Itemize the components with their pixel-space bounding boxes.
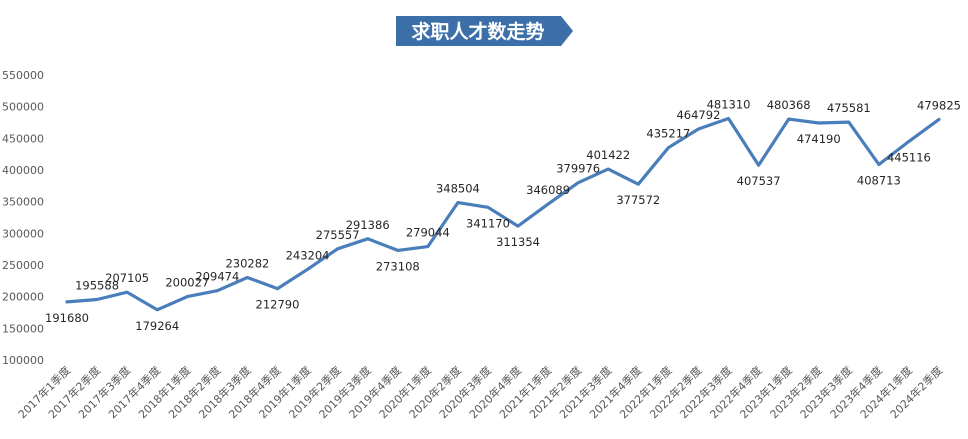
data-label: 279044 xyxy=(406,226,450,240)
data-label: 474190 xyxy=(797,132,841,146)
y-tick-label: 500000 xyxy=(2,101,44,114)
y-tick-label: 200000 xyxy=(2,291,44,304)
data-label: 207105 xyxy=(105,271,149,285)
data-label: 481310 xyxy=(707,98,751,112)
data-label: 291386 xyxy=(346,218,390,232)
data-label: 479825 xyxy=(917,98,961,112)
y-tick-label: 400000 xyxy=(2,164,44,177)
data-label: 273108 xyxy=(376,259,420,273)
data-label: 435217 xyxy=(646,127,690,141)
data-label: 348504 xyxy=(436,182,480,196)
data-label: 377572 xyxy=(616,193,660,207)
y-tick-label: 350000 xyxy=(2,196,44,209)
data-label: 230282 xyxy=(225,256,269,270)
data-label: 341170 xyxy=(466,216,510,230)
data-label: 179264 xyxy=(135,319,179,333)
data-label: 275557 xyxy=(316,228,360,242)
y-tick-label: 250000 xyxy=(2,259,44,272)
data-label: 407537 xyxy=(737,174,781,188)
title-banner: 求职人才数走势 xyxy=(396,16,573,46)
data-label: 401422 xyxy=(586,148,630,162)
y-tick-label: 300000 xyxy=(2,227,44,240)
data-label: 243204 xyxy=(286,248,330,262)
data-label: 209474 xyxy=(195,270,239,284)
data-label: 464792 xyxy=(676,108,720,122)
data-label: 480368 xyxy=(767,98,811,112)
data-label: 200027 xyxy=(165,276,209,290)
y-tick-label: 150000 xyxy=(2,322,44,335)
data-label: 408713 xyxy=(857,173,901,187)
y-tick-label: 550000 xyxy=(2,69,44,82)
data-label: 346089 xyxy=(526,183,570,197)
title-background xyxy=(396,16,573,46)
data-label: 311354 xyxy=(496,235,540,249)
x-axis: 2017年1季度2017年2季度2017年3季度2017年4季度2018年1季度… xyxy=(15,363,945,421)
y-axis: 100000 150000 200000 250000 300000 350000 4000… xyxy=(2,69,44,367)
y-tick-label: 450000 xyxy=(2,132,44,145)
data-label: 212790 xyxy=(256,298,300,312)
data-label: 195588 xyxy=(75,278,119,292)
data-label: 445116 xyxy=(887,150,931,164)
data-label: 379976 xyxy=(556,162,600,176)
data-label: 475581 xyxy=(827,101,871,115)
data-label: 191680 xyxy=(45,311,89,325)
chart-title: 求职人才数走势 xyxy=(411,20,544,43)
y-tick-label: 100000 xyxy=(2,354,44,367)
series-line xyxy=(65,116,941,312)
